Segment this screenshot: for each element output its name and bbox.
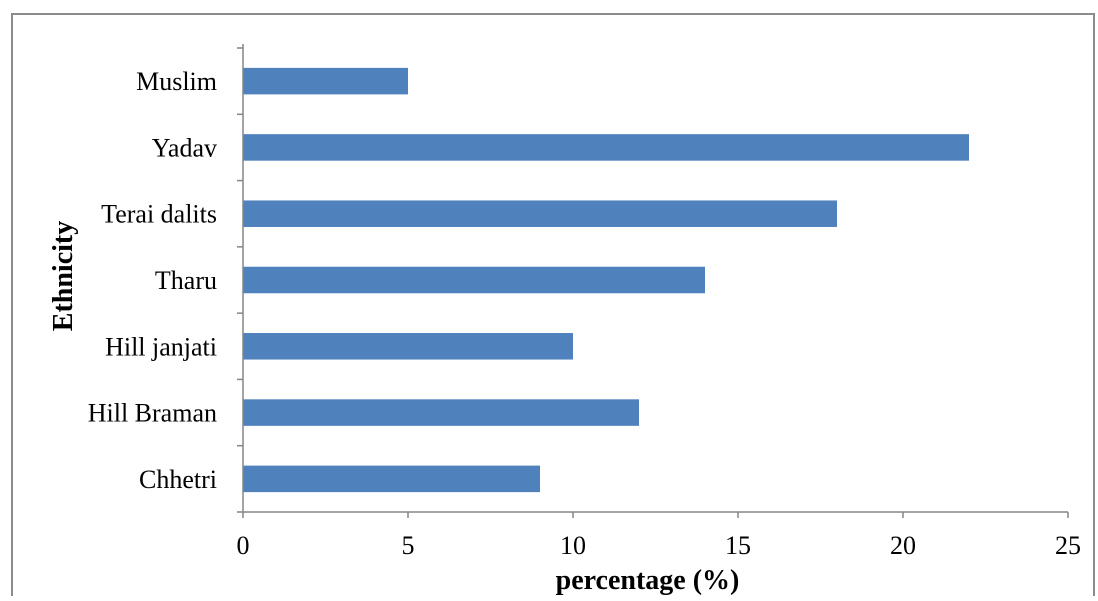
bar-tharu bbox=[243, 266, 705, 294]
x-axis-title: percentage (%) bbox=[556, 565, 740, 596]
category-label-muslim: Muslim bbox=[136, 67, 217, 96]
category-label-yadav: Yadav bbox=[152, 133, 217, 162]
x-ticks-group: 0 5 10 15 20 25 bbox=[237, 512, 1081, 560]
category-label-hill-braman: Hill Braman bbox=[88, 399, 217, 428]
bar-muslim bbox=[243, 67, 408, 95]
category-label-hill-janjati: Hill janjati bbox=[105, 332, 217, 361]
y-axis-title: Ethnicity bbox=[48, 221, 79, 331]
x-tick-label: 10 bbox=[560, 531, 586, 560]
bar-yadav bbox=[243, 134, 969, 161]
bar-chhetri bbox=[243, 465, 540, 493]
chart-border bbox=[11, 13, 1095, 596]
bar-hill-janjati bbox=[243, 333, 573, 360]
category-labels: Muslim Yadav Terai dalits Tharu Hill janjati… bbox=[88, 47, 243, 513]
x-tick-label: 0 bbox=[237, 531, 250, 560]
category-label-terai-dalits: Terai dalits bbox=[101, 200, 217, 229]
x-tick-label: 15 bbox=[725, 531, 751, 560]
category-label-chhetri: Chhetri bbox=[139, 465, 217, 494]
bars-group bbox=[243, 67, 969, 493]
bar-terai-dalits bbox=[243, 200, 837, 227]
x-tick-label: 5 bbox=[402, 531, 415, 560]
category-label-tharu: Tharu bbox=[155, 266, 217, 295]
bar-hill-braman bbox=[243, 399, 639, 426]
x-tick-label: 25 bbox=[1055, 531, 1081, 560]
x-tick-label: 20 bbox=[890, 531, 916, 560]
